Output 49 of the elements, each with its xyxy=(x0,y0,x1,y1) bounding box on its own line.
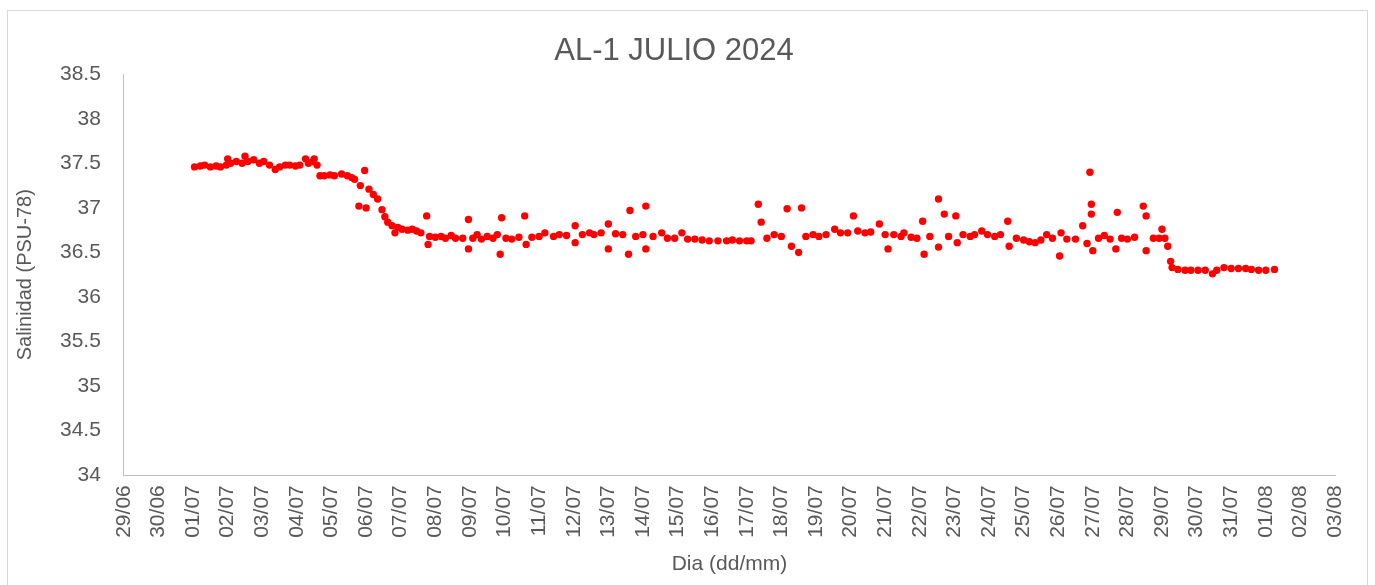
x-tick-label: 06/07 xyxy=(352,485,376,538)
x-tick-label: 13/07 xyxy=(595,485,619,538)
y-tick-label: 38 xyxy=(77,105,101,129)
x-tick-label: 12/07 xyxy=(560,485,584,538)
x-tick-label: 22/07 xyxy=(906,485,930,538)
x-tick-label: 03/08 xyxy=(1321,485,1345,538)
x-tick-label: 30/07 xyxy=(1183,485,1207,538)
y-tick-label: 36.5 xyxy=(60,239,101,263)
x-tick-label: 25/07 xyxy=(1010,485,1034,538)
x-tick-label: 17/07 xyxy=(733,485,757,538)
x-tick-label: 16/07 xyxy=(698,485,722,538)
x-tick-label: 10/07 xyxy=(491,485,515,538)
x-tick-label: 04/07 xyxy=(283,485,307,538)
x-tick-label: 02/08 xyxy=(1287,485,1311,538)
x-tick-label: 23/07 xyxy=(941,485,965,538)
y-tick-label: 38.5 xyxy=(60,61,101,84)
y-tick-label: 34.5 xyxy=(60,417,101,441)
x-axis-title: Dia (dd/mm) xyxy=(671,551,788,575)
y-tick-label: 34 xyxy=(77,462,102,486)
x-tick-label: 18/07 xyxy=(768,485,792,538)
x-tick-label: 08/07 xyxy=(422,485,446,538)
x-tick-label: 27/07 xyxy=(1079,485,1103,538)
y-tick-label: 35.5 xyxy=(60,328,101,352)
x-tick-label: 31/07 xyxy=(1217,485,1241,538)
y-tick-label: 36 xyxy=(77,283,101,307)
y-tick-label: 35 xyxy=(77,372,101,396)
y-axis-title: Salinidad (PSU-78) xyxy=(12,189,35,361)
x-tick-label: 03/07 xyxy=(249,485,273,538)
x-tick-label: 20/07 xyxy=(837,485,861,538)
x-tick-label: 01/07 xyxy=(179,485,203,538)
x-tick-label: 05/07 xyxy=(318,485,342,538)
x-tick-label: 19/07 xyxy=(802,485,826,538)
chart-title: AL-1 JULIO 2024 xyxy=(554,32,794,68)
x-tick-label: 07/07 xyxy=(387,485,411,538)
x-tick-label: 14/07 xyxy=(629,485,653,538)
x-tick-label: 30/06 xyxy=(145,485,169,538)
x-tick-label: 09/07 xyxy=(456,485,480,538)
x-tick-label: 01/08 xyxy=(1252,485,1276,538)
y-tick-label: 37.5 xyxy=(60,150,101,174)
x-tick-label: 11/07 xyxy=(525,485,549,537)
x-tick-label: 21/07 xyxy=(871,485,895,538)
x-tick-label: 15/07 xyxy=(664,485,688,538)
y-tick-label: 37 xyxy=(77,194,101,218)
x-tick-label: 29/06 xyxy=(110,485,134,538)
x-tick-label: 28/07 xyxy=(1114,485,1138,538)
x-tick-label: 26/07 xyxy=(1044,485,1068,538)
x-tick-label: 24/07 xyxy=(975,485,999,538)
x-tick-label: 29/07 xyxy=(1148,485,1172,538)
x-tick-label: 02/07 xyxy=(214,485,238,538)
